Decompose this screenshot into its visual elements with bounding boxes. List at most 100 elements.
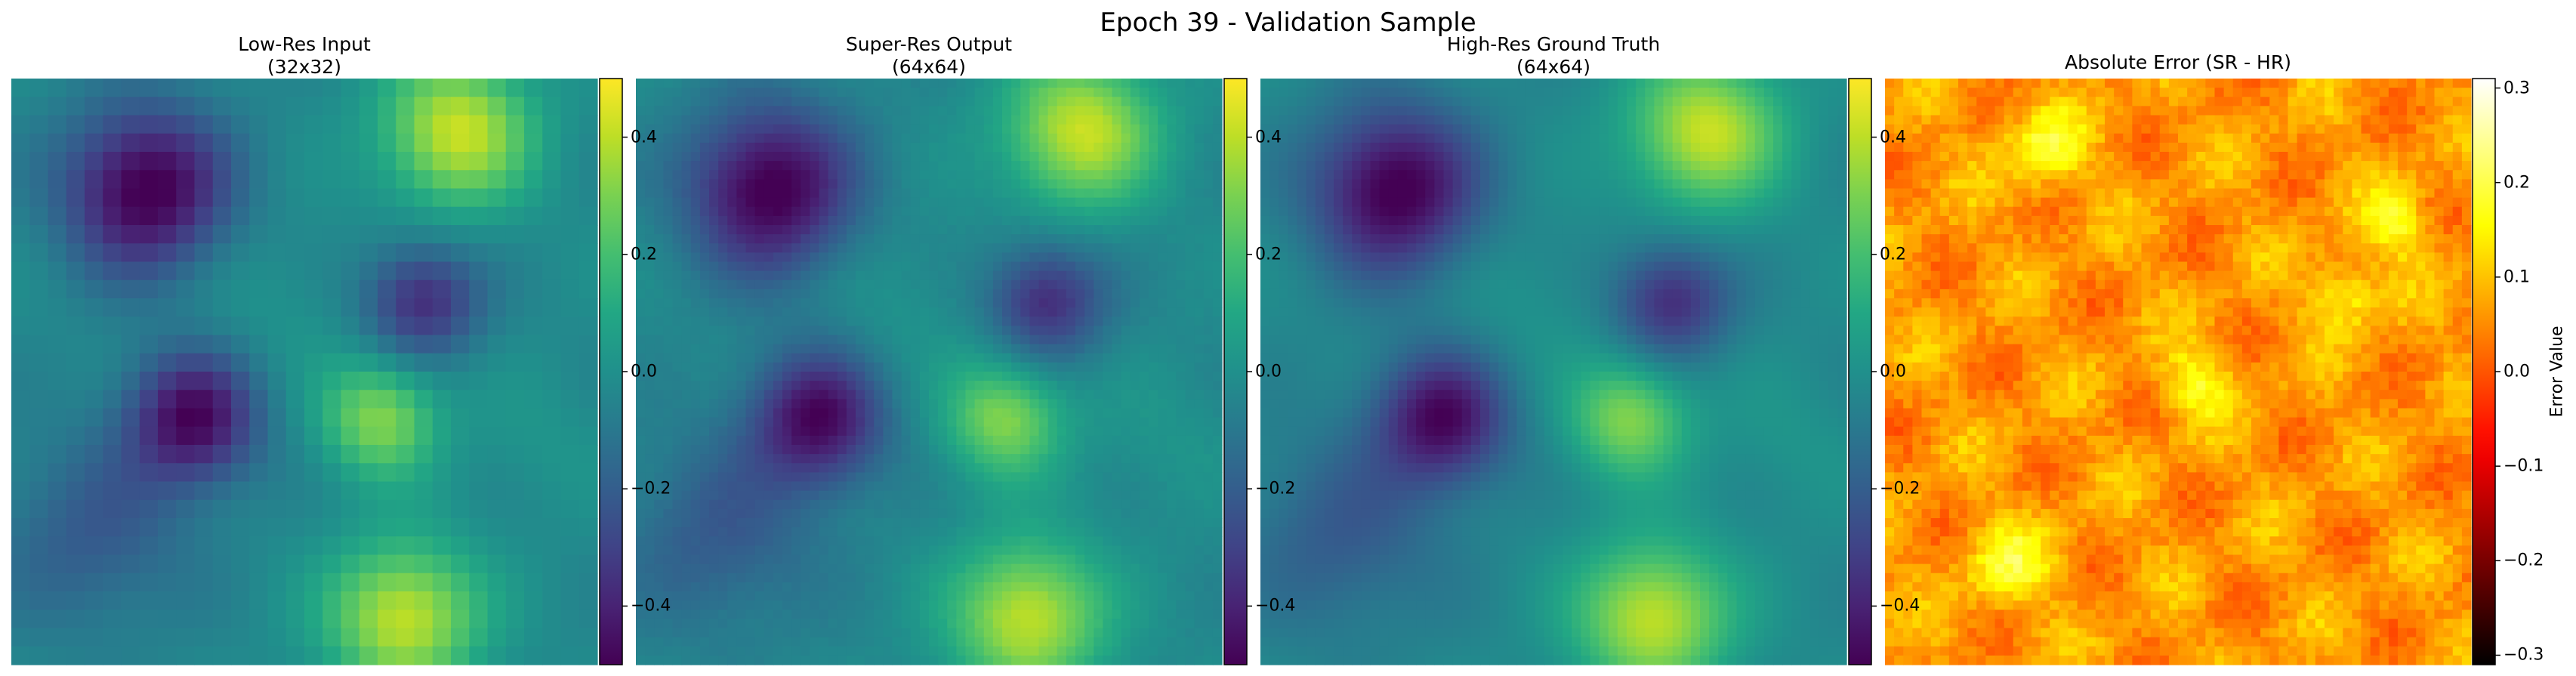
heatmap-cell: [992, 435, 1003, 446]
heatmap-cell: [983, 390, 994, 400]
heatmap-cell: [1038, 252, 1049, 263]
heatmap-cell: [983, 508, 994, 519]
heatmap-cell: [1075, 115, 1085, 125]
heatmap-cell: [865, 326, 875, 336]
heatmap-cell: [837, 490, 847, 501]
heatmap-cell: [1112, 508, 1122, 519]
heatmap-cell: [654, 454, 664, 464]
heatmap-cell: [1203, 362, 1214, 372]
heatmap-cell: [1066, 426, 1076, 437]
heatmap-cell: [505, 554, 525, 574]
heatmap-cell: [578, 554, 598, 574]
heatmap-cell: [773, 499, 783, 510]
heatmap-cell: [910, 289, 921, 299]
heatmap-cell: [249, 316, 269, 336]
heatmap-cell: [718, 390, 728, 400]
heatmap-cell: [929, 188, 939, 199]
heatmap-cell: [929, 279, 939, 290]
heatmap-cell: [1020, 152, 1030, 162]
heatmap-cell: [322, 115, 342, 134]
heatmap-cell: [231, 206, 250, 226]
heatmap-cell: [1094, 142, 1103, 153]
heatmap-cell: [773, 481, 783, 492]
heatmap-cell: [1149, 408, 1158, 418]
heatmap-cell: [663, 591, 674, 601]
heatmap-cell: [560, 518, 580, 537]
heatmap-cell: [66, 646, 85, 665]
heatmap-cell: [718, 472, 728, 483]
heatmap-cell: [681, 600, 692, 610]
heatmap-cell: [938, 426, 948, 437]
heatmap-cell: [432, 628, 452, 647]
heatmap-cell: [1103, 399, 1113, 409]
heatmap-cell: [699, 582, 710, 592]
heatmap-cell: [1020, 261, 1030, 272]
heatmap-cell: [883, 472, 893, 483]
heatmap-cell: [745, 408, 756, 418]
heatmap-cell: [1149, 133, 1158, 144]
heatmap-cell: [699, 563, 710, 574]
heatmap-cell: [764, 610, 774, 619]
heatmap-cell: [1139, 298, 1149, 308]
heatmap-cell: [1029, 582, 1040, 592]
heatmap-cell: [801, 600, 810, 610]
heatmap-cell: [29, 353, 49, 372]
heatmap-cell: [699, 417, 710, 428]
heatmap-cell: [121, 152, 140, 171]
heatmap-cell: [983, 499, 994, 510]
heatmap-cell: [736, 472, 747, 483]
heatmap-cell: [1057, 536, 1067, 546]
heatmap-cell: [542, 170, 562, 190]
heatmap-cell: [212, 610, 232, 629]
heatmap-cell: [690, 554, 701, 565]
heatmap-cell: [451, 225, 470, 244]
heatmap-cell: [929, 206, 939, 217]
heatmap-cell: [1038, 527, 1049, 537]
heatmap-cell: [304, 115, 323, 134]
heatmap-cell: [791, 637, 801, 647]
heatmap-cell: [865, 582, 875, 592]
heatmap-cell: [782, 307, 792, 317]
heatmap-cell: [901, 417, 912, 428]
heatmap-cell: [1212, 619, 1223, 629]
heatmap-cell: [1121, 610, 1131, 619]
heatmap-cell: [1094, 279, 1103, 290]
heatmap-cell: [782, 234, 792, 244]
heatmap-cell: [1112, 390, 1122, 400]
heatmap-cell: [1112, 454, 1122, 464]
heatmap-cell: [810, 472, 820, 483]
heatmap-cell: [1066, 527, 1076, 537]
heatmap-cell: [883, 463, 893, 473]
heatmap-cell: [158, 646, 177, 665]
heatmap-cell: [764, 289, 774, 299]
heatmap-cell: [341, 206, 360, 226]
heatmap-cell: [249, 188, 269, 208]
heatmap-cell: [212, 170, 232, 190]
heatmap-cell: [865, 591, 875, 601]
heatmap-cell: [681, 435, 692, 446]
heatmap-cell: [505, 390, 525, 409]
heatmap-cell: [267, 372, 287, 390]
heatmap-cell: [487, 573, 507, 592]
heatmap-cell: [1047, 628, 1058, 638]
heatmap-cell: [1194, 527, 1205, 537]
heatmap-cell: [819, 261, 829, 272]
heatmap-cell: [1149, 197, 1158, 208]
heatmap-cell: [636, 381, 646, 390]
heatmap-cell: [965, 133, 976, 144]
heatmap-cell: [974, 206, 985, 217]
heatmap-cell: [1066, 637, 1076, 647]
heatmap-cell: [654, 610, 664, 619]
heatmap-cell: [645, 261, 655, 272]
heatmap-cell: [883, 115, 893, 125]
heatmap-cell: [1130, 527, 1140, 537]
heatmap-cell: [1112, 88, 1122, 97]
heatmap-cell: [378, 554, 396, 574]
heatmap-cell: [837, 316, 847, 326]
heatmap-cell: [992, 472, 1003, 483]
heatmap-cell: [524, 463, 543, 483]
heatmap-cell: [773, 573, 783, 583]
heatmap-cell: [699, 554, 710, 565]
heatmap-cell: [1149, 481, 1158, 492]
heatmap-cell: [865, 307, 875, 317]
